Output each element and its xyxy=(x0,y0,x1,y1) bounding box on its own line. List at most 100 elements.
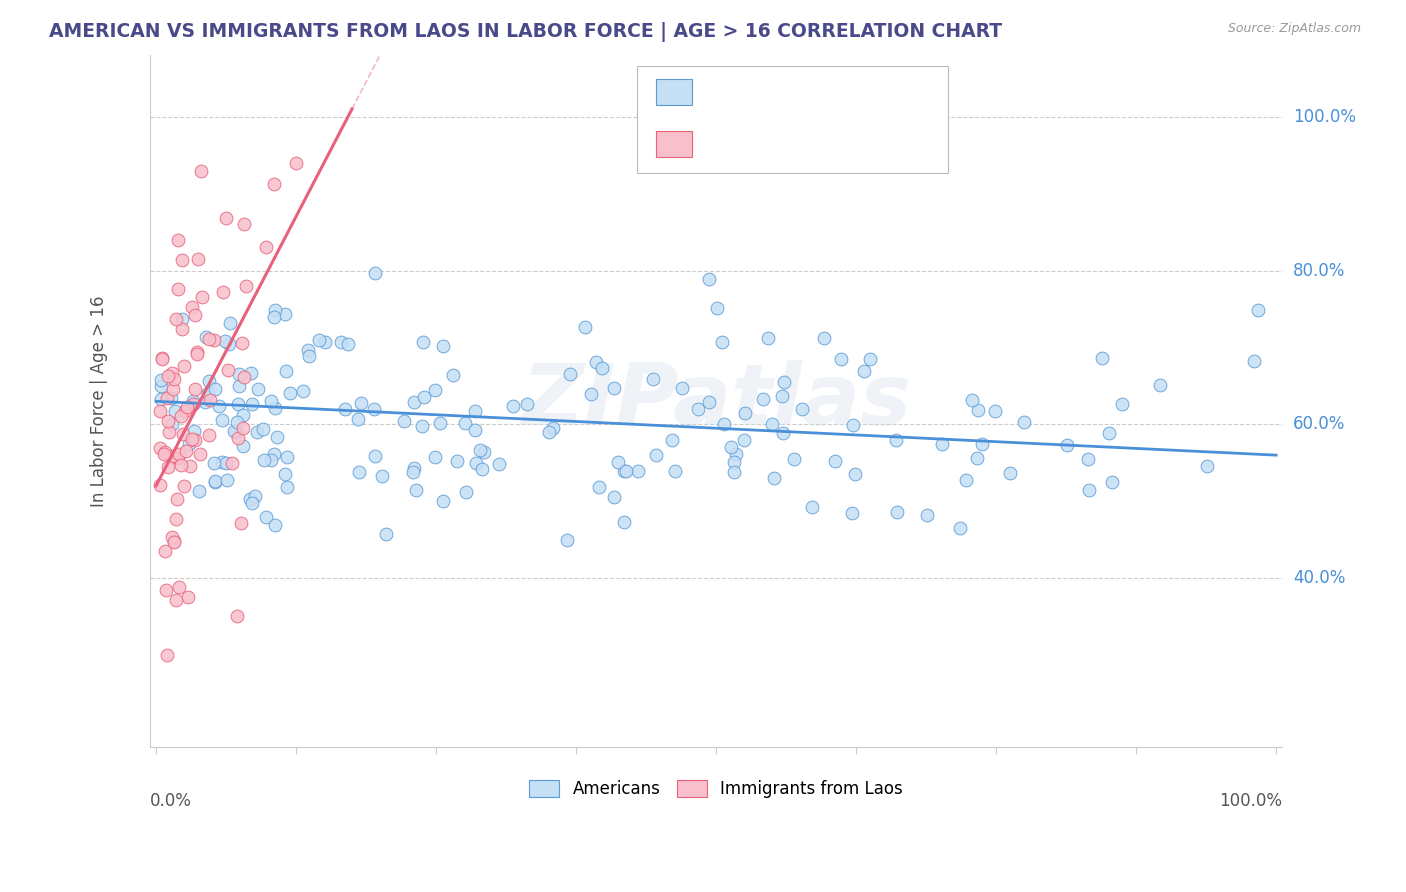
Point xyxy=(221,456,243,470)
Point xyxy=(260,393,283,408)
Point xyxy=(558,368,581,382)
Point xyxy=(423,383,446,397)
Point xyxy=(179,458,201,473)
Point xyxy=(931,436,953,450)
Point xyxy=(713,417,735,431)
Point xyxy=(167,447,190,461)
Point xyxy=(256,510,278,524)
Point xyxy=(613,464,636,478)
Point xyxy=(162,382,184,396)
Point xyxy=(235,279,257,293)
Point xyxy=(181,394,204,409)
Point xyxy=(688,402,710,417)
Point xyxy=(297,343,319,357)
Point xyxy=(232,440,254,454)
Point xyxy=(149,478,172,492)
Point xyxy=(852,364,875,378)
Point xyxy=(555,533,578,548)
Point xyxy=(165,404,187,418)
Point xyxy=(606,455,628,469)
Point xyxy=(170,311,193,326)
Point xyxy=(411,418,433,433)
Point xyxy=(226,432,249,446)
Point xyxy=(160,391,183,405)
Point xyxy=(671,381,693,395)
Point xyxy=(723,455,745,469)
Point xyxy=(274,363,297,377)
Point xyxy=(153,447,176,461)
Point xyxy=(155,582,177,597)
Point xyxy=(156,414,179,428)
Point xyxy=(1078,483,1101,497)
Point xyxy=(1098,426,1121,441)
Point xyxy=(363,402,385,417)
Point xyxy=(165,312,187,326)
Point xyxy=(371,469,394,483)
Point xyxy=(183,424,205,438)
Point xyxy=(723,465,745,479)
Point xyxy=(222,424,245,438)
Point xyxy=(183,433,205,447)
Point xyxy=(149,404,172,418)
Point xyxy=(404,461,426,475)
Point xyxy=(204,475,226,490)
Point xyxy=(211,285,233,299)
Point xyxy=(198,428,221,442)
Point xyxy=(800,500,823,515)
Point xyxy=(1000,467,1022,481)
Point xyxy=(588,480,610,494)
Point xyxy=(699,395,721,409)
Point xyxy=(278,386,301,401)
Point xyxy=(226,608,249,623)
Point xyxy=(585,355,607,369)
Point xyxy=(273,467,295,481)
Point xyxy=(1247,303,1270,318)
Point xyxy=(198,332,221,346)
Point xyxy=(170,252,193,267)
Point xyxy=(960,392,983,407)
Point xyxy=(314,334,336,349)
Point xyxy=(432,493,454,508)
Point xyxy=(183,382,205,396)
Point xyxy=(198,393,221,408)
Point xyxy=(252,422,274,436)
Point xyxy=(308,333,330,347)
Point xyxy=(170,458,193,473)
Point xyxy=(350,396,373,410)
Point xyxy=(432,338,454,352)
Point xyxy=(1012,415,1035,429)
Point xyxy=(734,406,756,420)
Point xyxy=(337,336,360,351)
Point xyxy=(1243,354,1265,368)
Point xyxy=(1091,351,1114,365)
Point xyxy=(591,361,613,376)
Point xyxy=(773,375,796,389)
Point xyxy=(375,527,398,541)
Point xyxy=(772,425,794,440)
Point xyxy=(172,322,194,336)
Point xyxy=(363,450,385,464)
Point xyxy=(204,474,226,488)
Point xyxy=(243,489,266,503)
Point xyxy=(149,441,172,455)
Point xyxy=(456,485,478,500)
Point xyxy=(166,451,188,466)
Point xyxy=(770,389,793,403)
Point xyxy=(454,416,477,430)
Point xyxy=(844,467,866,481)
Point xyxy=(181,433,204,447)
Point xyxy=(579,386,602,401)
Point xyxy=(830,352,852,367)
Point xyxy=(884,433,907,447)
Point xyxy=(169,580,191,594)
Point xyxy=(150,373,173,387)
Point xyxy=(232,370,254,384)
Text: 100.0%: 100.0% xyxy=(1219,792,1282,811)
Point xyxy=(392,414,415,428)
Point xyxy=(292,384,315,398)
Point xyxy=(710,334,733,349)
Point xyxy=(183,396,205,410)
Point xyxy=(187,252,209,266)
Point xyxy=(725,447,748,461)
Point xyxy=(187,483,209,498)
